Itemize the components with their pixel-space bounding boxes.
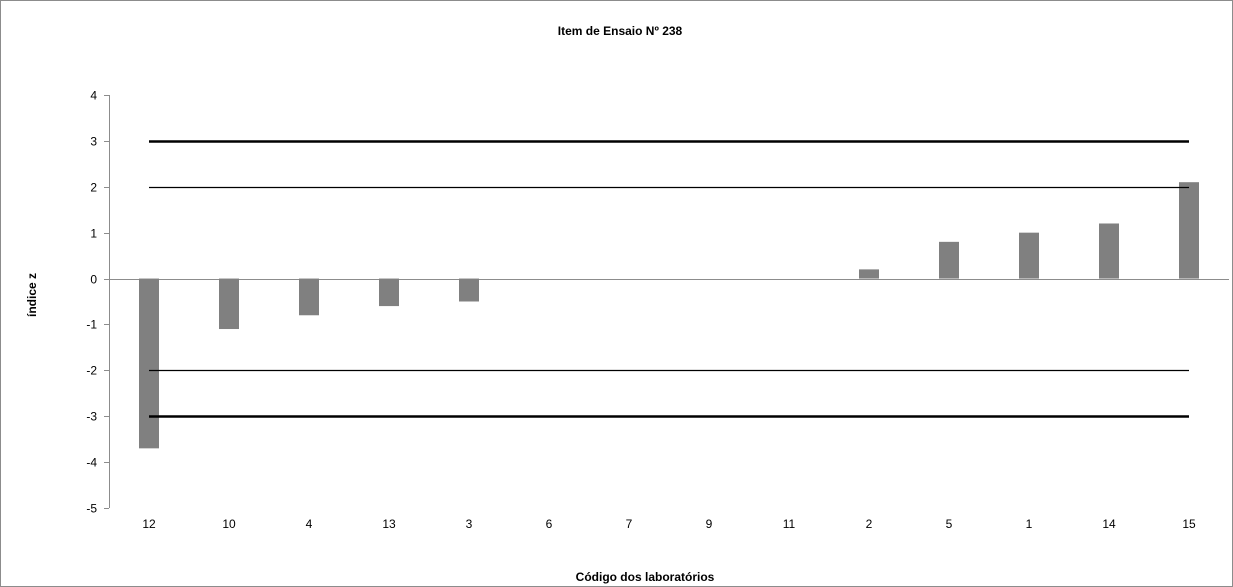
chart-title: Item de Ensaio Nº 238 <box>558 24 683 38</box>
x-tick-label: 6 <box>546 517 553 531</box>
y-tick-label: 2 <box>90 181 97 195</box>
x-tick-label: 15 <box>1182 517 1196 531</box>
y-tick-label: 1 <box>90 227 97 241</box>
y-tick-label: -3 <box>86 410 97 424</box>
x-tick-label: 14 <box>1102 517 1116 531</box>
bar-13 <box>379 278 399 307</box>
bar-4 <box>299 278 319 316</box>
bar-12 <box>139 278 159 449</box>
y-tick-label: -4 <box>86 456 97 470</box>
y-axis-label: índice z <box>25 273 39 317</box>
y-tick-label: -5 <box>86 502 97 516</box>
x-tick-label: 9 <box>706 517 713 531</box>
bar-2 <box>859 269 879 279</box>
x-tick-label: 12 <box>142 517 156 531</box>
y-tick-label: 0 <box>90 273 97 287</box>
bar-5 <box>939 241 959 279</box>
x-tick-label: 3 <box>466 517 473 531</box>
x-tick-label: 1 <box>1026 517 1033 531</box>
x-tick-label: 4 <box>306 517 313 531</box>
x-tick-label: 5 <box>946 517 953 531</box>
x-tick-label: 10 <box>222 517 236 531</box>
x-tick-label: 7 <box>626 517 633 531</box>
x-axis-label: Código dos laboratórios <box>576 570 715 584</box>
y-tick-label: -2 <box>86 364 97 378</box>
bar-14 <box>1099 223 1119 279</box>
bar-15 <box>1179 182 1199 279</box>
x-tick-label: 2 <box>866 517 873 531</box>
bar-3 <box>459 278 479 302</box>
x-tick-label: 13 <box>382 517 396 531</box>
y-tick-label: -1 <box>86 318 97 332</box>
bar-10 <box>219 278 239 330</box>
y-tick-label: 4 <box>90 89 97 103</box>
x-tick-label: 11 <box>783 517 796 531</box>
bar-1 <box>1019 232 1039 279</box>
y-tick-label: 3 <box>90 135 97 149</box>
